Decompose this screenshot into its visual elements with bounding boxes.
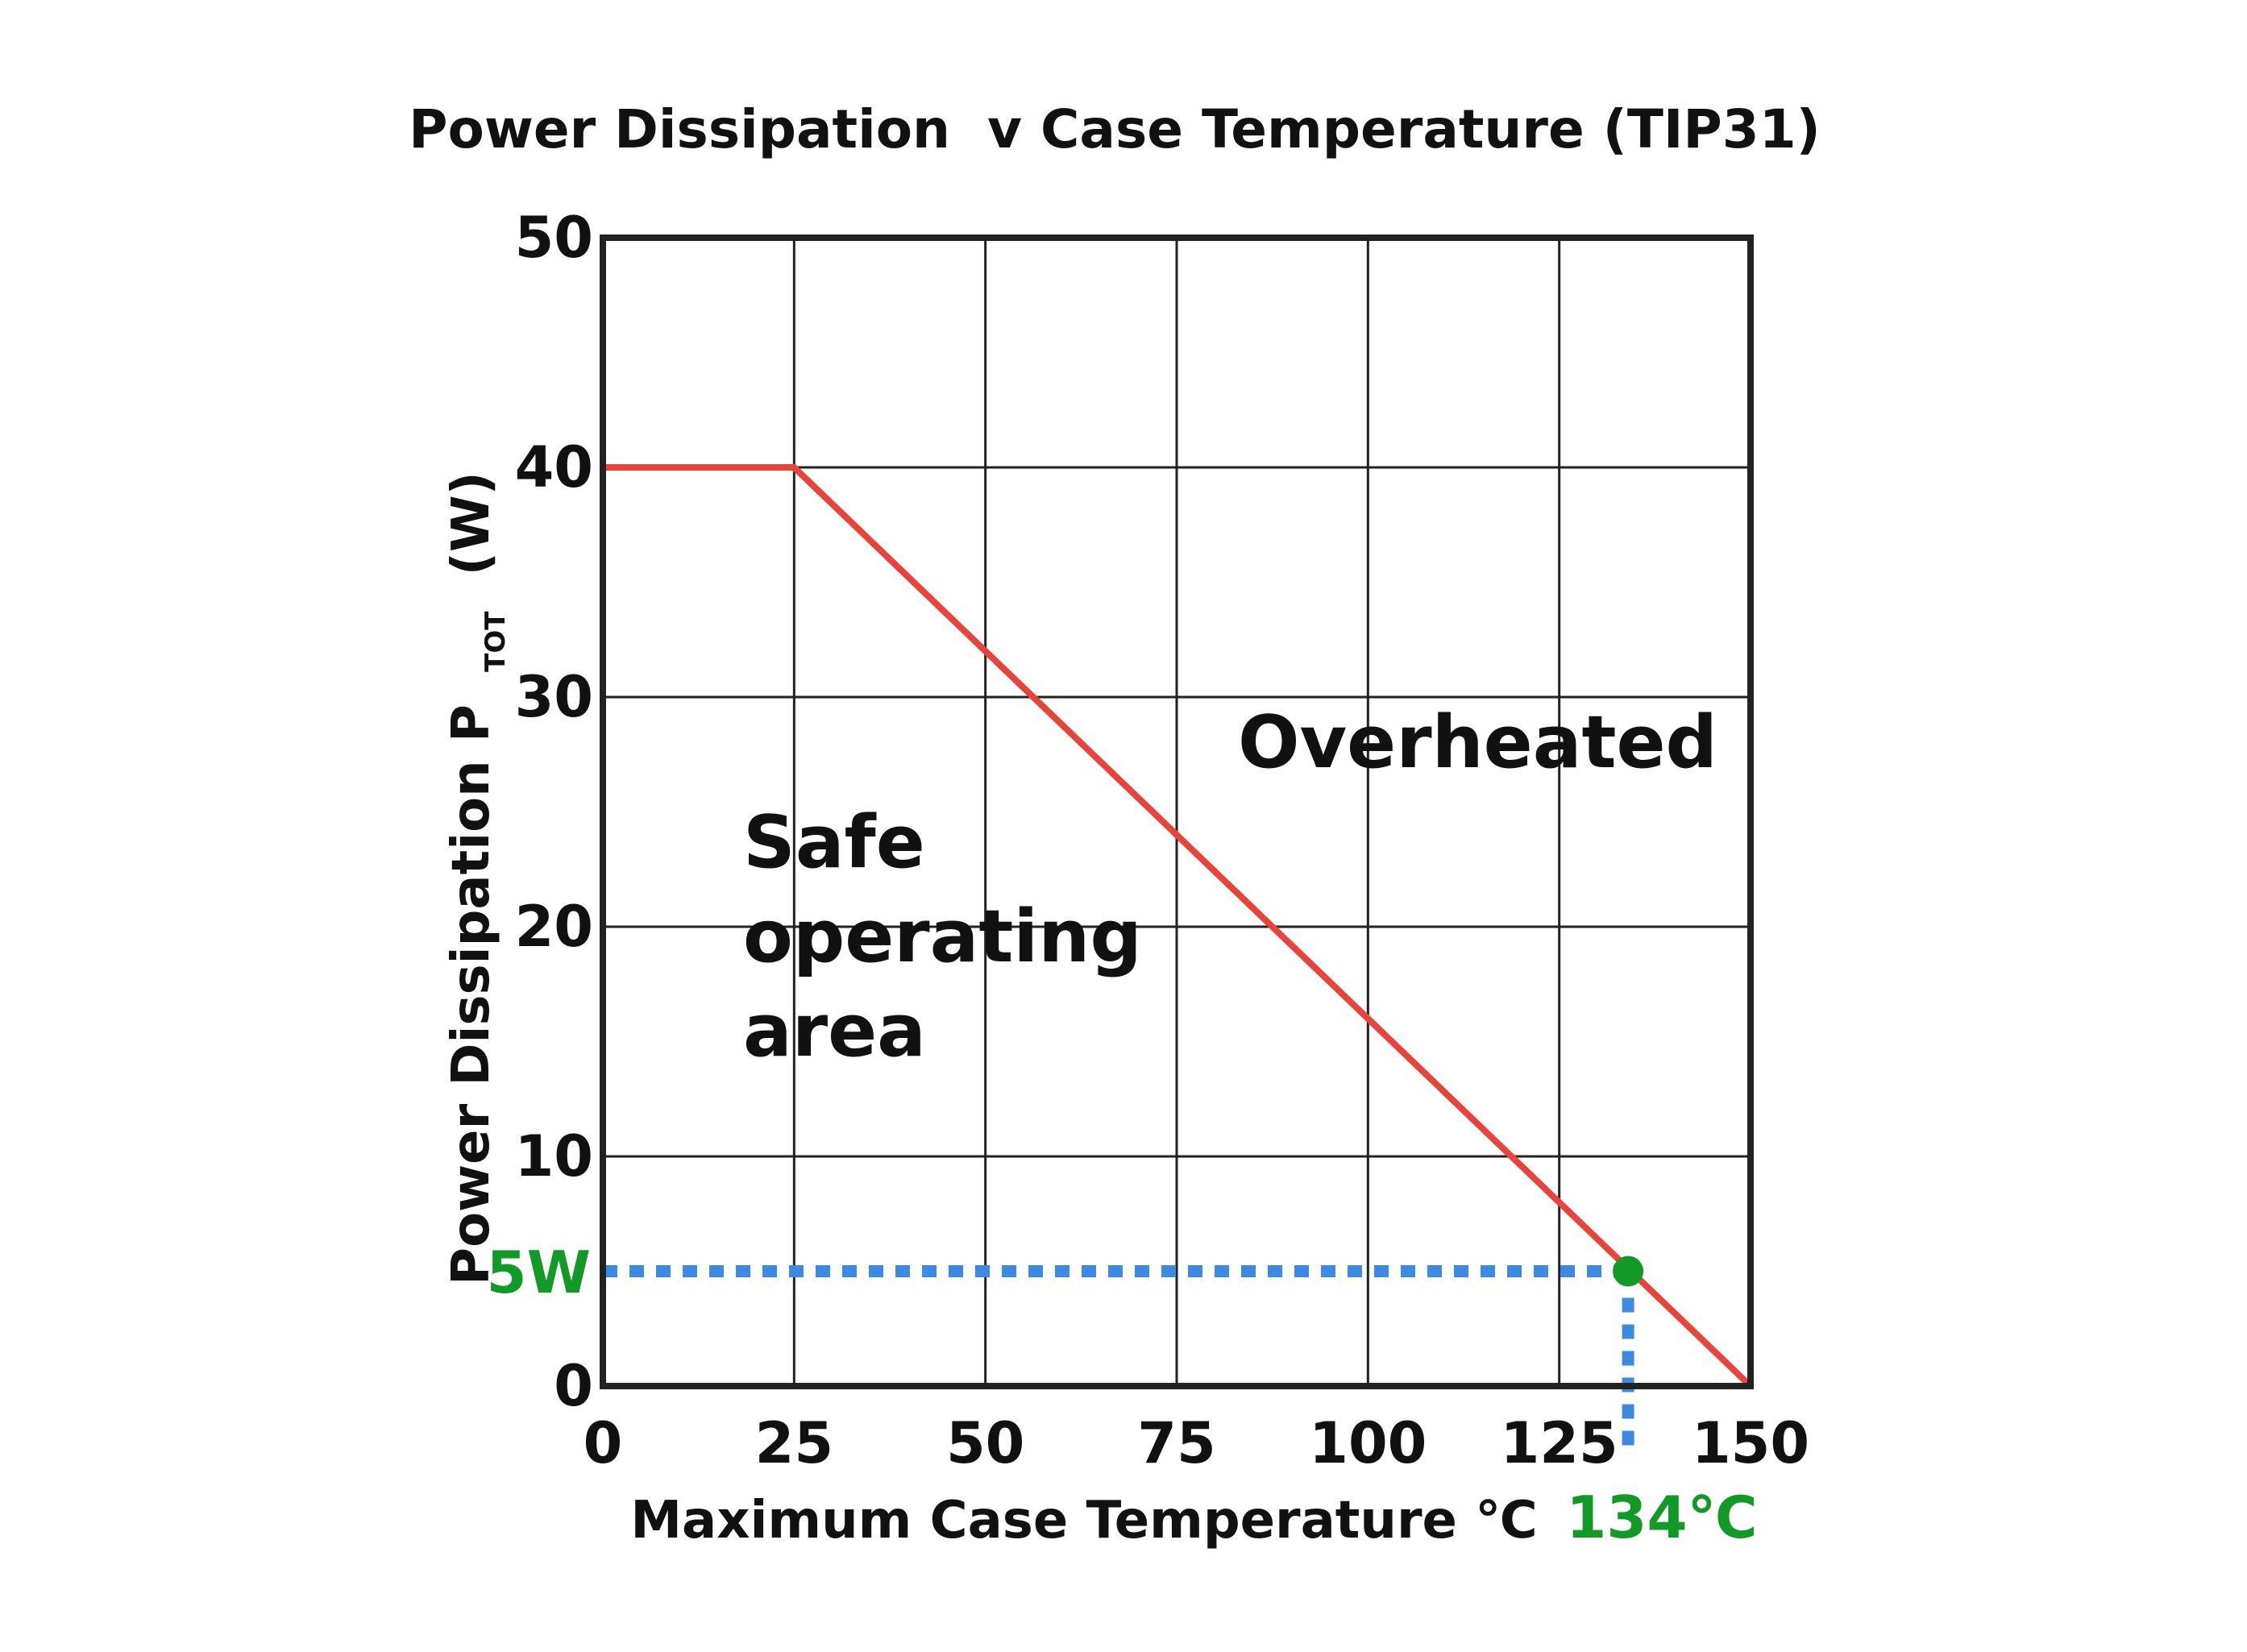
x-tick-label: 125 — [1501, 1410, 1618, 1476]
x-tick-label: 50 — [946, 1410, 1024, 1476]
y-tick-label: 40 — [515, 434, 593, 500]
y-axis-label-subscript: TOT — [480, 611, 512, 672]
y-axis-label: Power Dissipation P TOT (W) — [442, 471, 517, 1285]
y-tick-label: 50 — [515, 205, 593, 271]
safe-area-line-2: operating — [743, 894, 1142, 979]
chart-title: Power Dissipation v Case Temperature (TI… — [409, 98, 1821, 160]
derating-curve — [603, 464, 1753, 1388]
x-tick-label: 150 — [1692, 1410, 1809, 1476]
marker-layer — [1613, 1256, 1644, 1287]
y-axis-label-unit: (W) — [442, 471, 501, 575]
y-tick-label: 0 — [554, 1353, 593, 1419]
x-axis-label: Maximum Case Temperature ℃ — [630, 1491, 1537, 1550]
overheated-annotation: Overheated — [1238, 700, 1717, 785]
x-marker-label: 134℃ — [1566, 1484, 1757, 1551]
y-tick-label: 30 — [515, 664, 593, 730]
safe-area-line-3: area — [743, 989, 926, 1073]
x-tick-label: 75 — [1137, 1410, 1215, 1476]
x-tick-label: 25 — [755, 1410, 833, 1476]
y-tick-label: 10 — [515, 1123, 593, 1189]
y-tick-labels: 0 10 20 30 40 50 — [515, 205, 593, 1419]
safe-area-line-1: Safe — [743, 800, 925, 885]
operating-point-marker — [1613, 1256, 1644, 1287]
x-tick-label: 100 — [1309, 1410, 1427, 1476]
y-marker-label: 5W — [486, 1239, 591, 1306]
plot-area — [600, 235, 1754, 1451]
y-axis-label-main: Power Dissipation P — [442, 704, 501, 1285]
y-tick-label: 20 — [515, 894, 593, 960]
safe-area-annotation: Safe operating area — [743, 800, 1167, 1073]
series-layer — [603, 464, 1753, 1388]
marker-guide-lines — [603, 1265, 1634, 1451]
grid-lines — [603, 238, 1751, 1386]
x-tick-labels: 0 25 50 75 100 125 150 — [584, 1410, 1809, 1476]
x-tick-label: 0 — [584, 1410, 623, 1476]
plot-frame — [600, 235, 1754, 1389]
